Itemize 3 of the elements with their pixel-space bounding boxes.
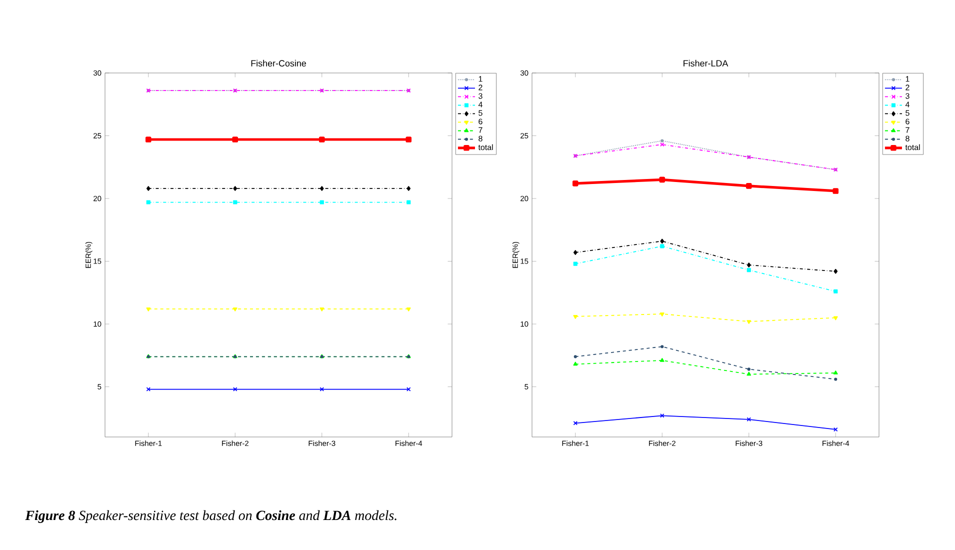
chart-title: Fisher-Cosine [251,60,306,66]
chart-title: Fisher-LDA [684,60,728,66]
text: Figure 8 Speaker-sensitive test based on Cosine and LDA models. [25,510,396,523]
